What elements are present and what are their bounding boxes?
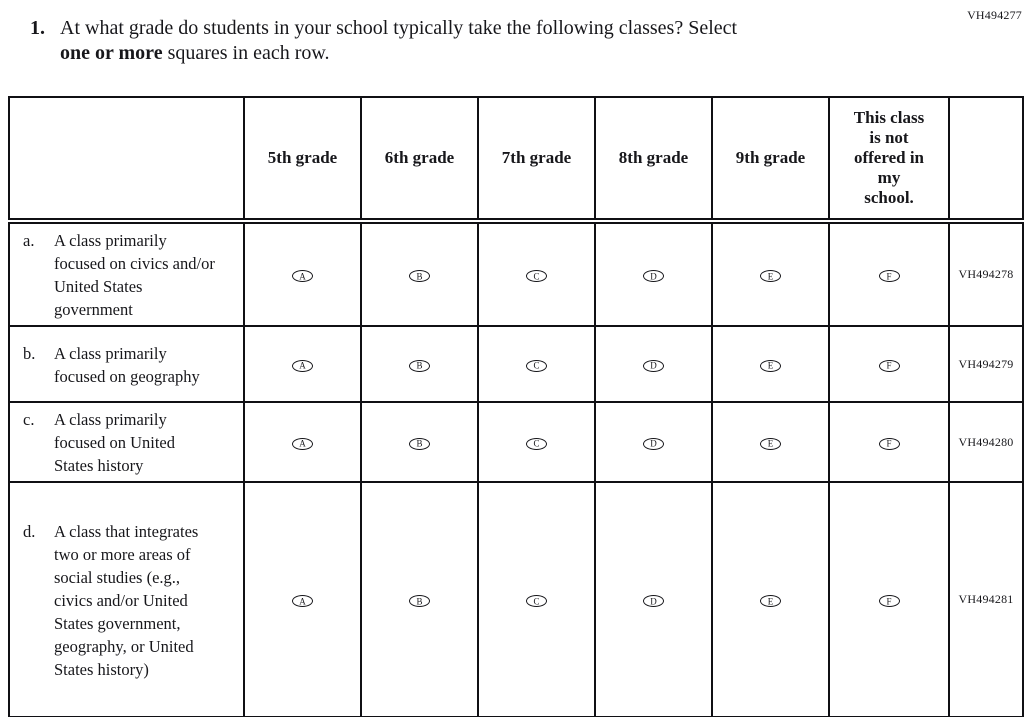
answer-oval-f[interactable]: F [878, 270, 900, 282]
column-header-5th-grade: 5th grade [243, 96, 362, 224]
header-row: 5th grade 6th grade 7th grade 8th grade … [8, 96, 1024, 224]
answer-oval-a[interactable]: A [292, 437, 313, 450]
row-label: A class primarily focused on United Stat… [54, 410, 175, 475]
row-label: A class primarily focused on geography [54, 343, 200, 386]
row-label-cell: c. A class primarily focused on United S… [8, 401, 245, 483]
answer-oval-e[interactable]: E [760, 270, 781, 282]
table-row-d: d. A class that integrates two or more a… [8, 481, 1024, 717]
column-header-8th-grade: 8th grade [594, 96, 713, 224]
table-row-c: c. A class primarily focused on United S… [8, 401, 1024, 483]
answer-oval-f[interactable]: F [878, 359, 900, 372]
option-cell: F [828, 325, 950, 403]
answer-oval-c[interactable]: C [526, 595, 547, 607]
option-cell: F [828, 401, 950, 483]
answer-oval-b[interactable]: B [409, 270, 430, 282]
answer-oval-a[interactable]: A [292, 595, 313, 607]
option-cell: D [594, 401, 713, 483]
question-line-1: At what grade do students in your school… [60, 17, 738, 39]
question-line-2: one or more squares in each row. [60, 41, 737, 66]
row-label: A class that integrates two or more area… [54, 521, 199, 679]
answer-oval-b[interactable]: B [409, 437, 430, 450]
option-cell: E [711, 220, 830, 327]
row-letter: a. [23, 231, 35, 250]
question-text: At what grade do students in your school… [60, 16, 737, 66]
row-code: VH494278 [948, 220, 1024, 327]
option-cell: E [711, 481, 830, 717]
answer-oval-f[interactable]: F [878, 595, 900, 607]
option-cell: E [711, 401, 830, 483]
answer-oval-c[interactable]: C [526, 437, 547, 450]
option-cell: B [360, 481, 479, 717]
row-letter: b. [23, 343, 36, 363]
option-cell: B [360, 325, 479, 403]
answer-oval-d[interactable]: D [643, 270, 664, 282]
answer-oval-c[interactable]: C [526, 270, 547, 282]
not-offered-label: This class is not offered in my school. [853, 108, 925, 207]
option-cell: A [243, 481, 362, 717]
option-cell: C [477, 481, 596, 717]
column-header-7th-grade: 7th grade [477, 96, 596, 224]
row-label-cell: d. A class that integrates two or more a… [8, 481, 245, 717]
answer-oval-b[interactable]: B [409, 595, 430, 607]
option-cell: A [243, 401, 362, 483]
question-line-2-rest: squares in each row. [167, 42, 330, 64]
option-cell: A [243, 325, 362, 403]
answer-oval-a[interactable]: A [292, 359, 313, 372]
option-cell: E [711, 325, 830, 403]
option-cell: D [594, 220, 713, 327]
column-header-9th-grade: 9th grade [711, 96, 830, 224]
answer-oval-d[interactable]: D [643, 437, 664, 450]
column-header-not-offered: This class is not offered in my school. [828, 96, 950, 224]
option-cell: D [594, 481, 713, 717]
row-letter: d. [23, 521, 36, 541]
answer-oval-e[interactable]: E [760, 437, 781, 450]
question: 1. At what grade do students in your sch… [30, 16, 910, 66]
row-code: VH494281 [948, 481, 1024, 717]
answer-oval-f[interactable]: F [878, 437, 900, 450]
row-code: VH494280 [948, 401, 1024, 483]
answer-oval-c[interactable]: C [526, 359, 547, 372]
column-header-6th-grade: 6th grade [360, 96, 479, 224]
answer-oval-a[interactable]: A [292, 270, 313, 282]
header-empty-cell [8, 96, 245, 224]
table-row-b: b. A class primarily focused on geograph… [8, 325, 1024, 403]
question-number: 1. [30, 17, 45, 39]
grade-table: 5th grade 6th grade 7th grade 8th grade … [8, 96, 1024, 717]
row-letter: c. [23, 410, 35, 429]
row-label-cell: a. A class primarily focused on civics a… [8, 220, 245, 327]
answer-oval-e[interactable]: E [760, 595, 781, 607]
option-cell: B [360, 401, 479, 483]
row-label-cell: b. A class primarily focused on geograph… [8, 325, 245, 403]
option-cell: B [360, 220, 479, 327]
option-cell: F [828, 220, 950, 327]
table-row-a: a. A class primarily focused on civics a… [8, 220, 1024, 327]
option-cell: C [477, 401, 596, 483]
option-cell: C [477, 220, 596, 327]
question-bold-phrase: one or more [60, 42, 163, 64]
row-code: VH494279 [948, 325, 1024, 403]
answer-oval-e[interactable]: E [760, 359, 781, 372]
option-cell: C [477, 325, 596, 403]
answer-oval-d[interactable]: D [643, 359, 664, 372]
row-label: A class primarily focused on civics and/… [54, 231, 215, 319]
answer-oval-b[interactable]: B [409, 359, 430, 372]
header-code-cell [948, 96, 1024, 224]
option-cell: F [828, 481, 950, 717]
answer-oval-d[interactable]: D [643, 595, 664, 607]
option-cell: D [594, 325, 713, 403]
option-cell: A [243, 220, 362, 327]
page-code: VH494277 [967, 8, 1022, 22]
